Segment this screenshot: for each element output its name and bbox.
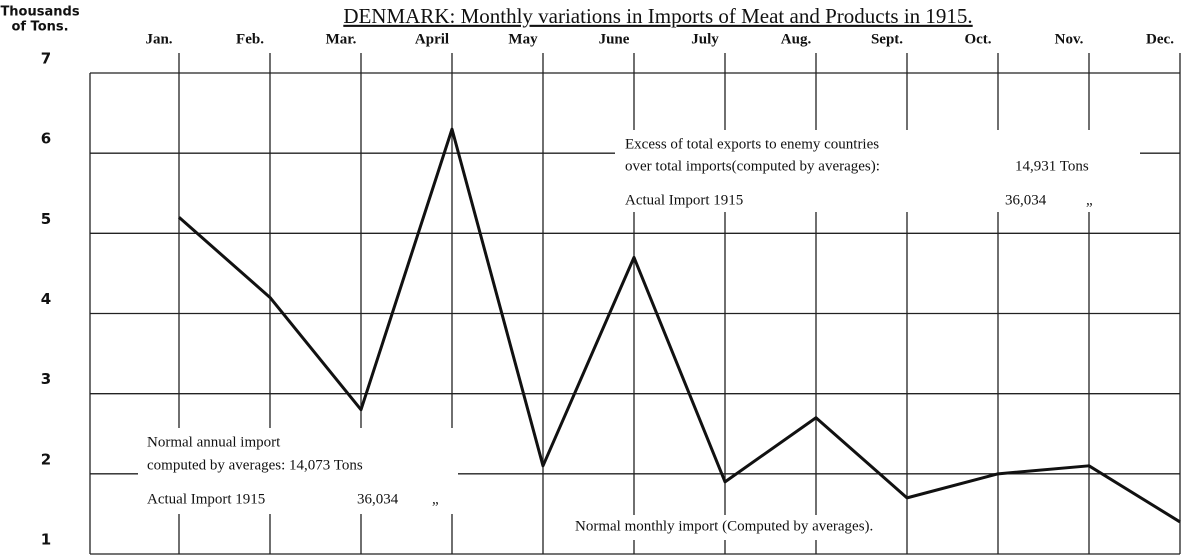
y-tick-label: 1 (41, 531, 51, 549)
annotation-box (138, 428, 458, 514)
x-tick-label: Jan. (145, 31, 172, 47)
x-tick-label: Nov. (1055, 31, 1084, 47)
annotation: 14,931 Tons (1015, 158, 1089, 174)
x-tick-label: Dec. (1146, 31, 1174, 47)
annotation: 36,034 (1005, 192, 1047, 208)
chart-title: DENMARK: Monthly variations in Imports o… (343, 4, 972, 28)
y-tick-label: 3 (41, 370, 51, 388)
annotation: 36,034 (357, 491, 399, 507)
x-tick-label: May (508, 31, 538, 47)
annotation: Normal monthly import (Computed by avera… (575, 518, 873, 534)
y-tick-label: 2 (41, 450, 51, 468)
annotation: „ (432, 491, 439, 507)
y-axis-label: Thousands (0, 5, 79, 20)
y-tick-label: 7 (41, 50, 51, 68)
annotation: over total imports(computed by averages)… (625, 158, 880, 174)
y-tick-label: 5 (41, 210, 51, 228)
x-tick-label: Feb. (236, 31, 264, 47)
annotation: Normal annual import (147, 434, 281, 450)
x-tick-label: Aug. (781, 31, 812, 47)
data-line (178, 127, 1181, 524)
x-tick-label: June (599, 31, 630, 47)
y-tick-label: 4 (41, 290, 51, 308)
x-tick-label: Oct. (964, 31, 991, 47)
x-tick-label: April (415, 31, 449, 47)
annotation-box (568, 515, 893, 540)
x-tick-label: Sept. (871, 31, 903, 47)
y-axis-label: of Tons. (11, 20, 68, 35)
annotation: computed by averages: 14,073 Tons (147, 457, 363, 473)
x-tick-label: July (691, 31, 719, 47)
y-tick-label: 6 (41, 130, 51, 148)
annotation-box (615, 130, 1140, 212)
x-tick-label: Mar. (326, 31, 357, 47)
annotation: Excess of total exports to enemy countri… (625, 136, 879, 152)
annotation: Actual Import 1915 (147, 491, 265, 507)
annotation: Actual Import 1915 (625, 192, 743, 208)
annotation: „ (1086, 192, 1093, 208)
